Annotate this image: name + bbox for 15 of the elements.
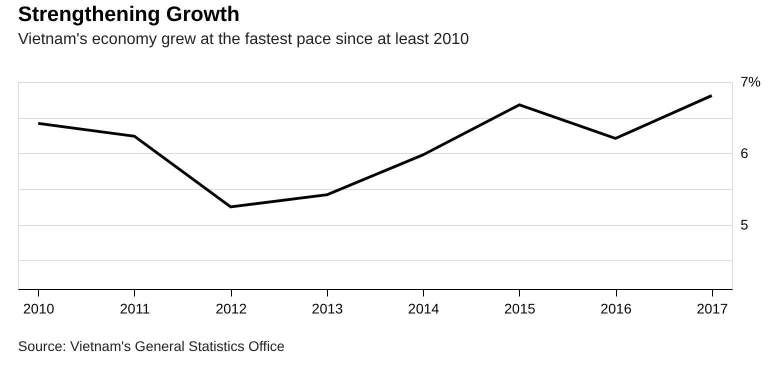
x-tick-label: 2013 <box>312 300 344 316</box>
x-tick-label: 2016 <box>600 300 632 316</box>
x-tick-label: 2011 <box>120 300 150 316</box>
y-tick-label: 5 <box>740 216 748 232</box>
chart-subtitle: Vietnam's economy grew at the fastest pace since at least 2010 <box>18 31 470 48</box>
line-series <box>36 94 714 208</box>
x-tick-label: 2010 <box>23 300 54 316</box>
source-note: Source: Vietnam's General Statistics Office <box>18 338 285 354</box>
chart-title: Strengthening Growth <box>18 3 240 26</box>
y-tick-label: 6 <box>740 144 748 161</box>
x-tick-label: 2012 <box>216 300 247 316</box>
x-tick-label: 2015 <box>504 300 536 316</box>
x-tick-label: 2017 <box>696 300 728 316</box>
y-tick-label: 7% <box>740 74 761 90</box>
x-tick-label: 2014 <box>408 300 440 316</box>
